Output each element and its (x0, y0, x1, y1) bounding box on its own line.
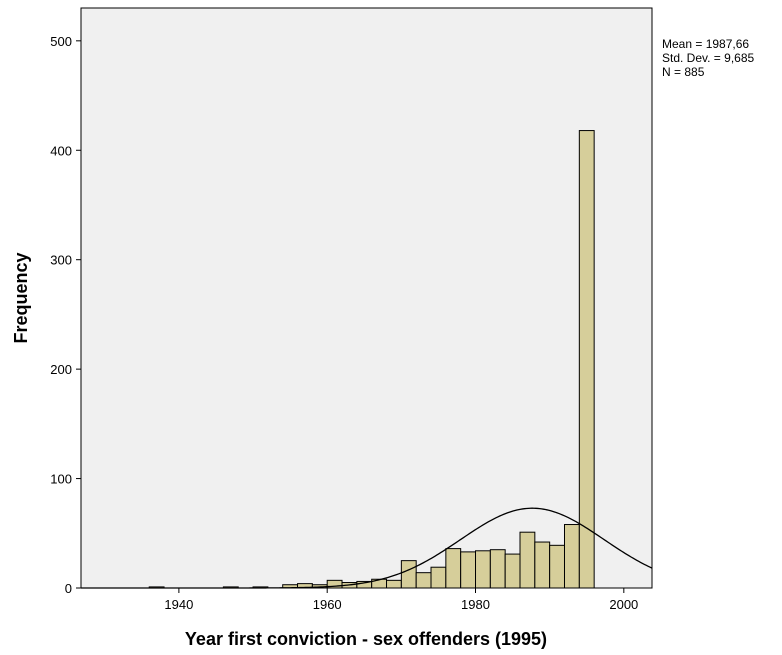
y-tick-label: 0 (65, 581, 72, 596)
x-tick-label: 1940 (164, 597, 193, 612)
plot-background (80, 7, 653, 589)
histogram-bar (415, 572, 432, 589)
stats-n: N = 885 (662, 65, 705, 79)
histogram-bars (148, 130, 595, 589)
histogram-bar (460, 551, 477, 589)
histogram-bar (549, 544, 565, 589)
histogram-bar (386, 579, 402, 589)
y-axis-title: Frequency (11, 252, 31, 343)
stats-box: Mean = 1987,66 Std. Dev. = 9,685 N = 885 (662, 37, 754, 79)
x-tick-label: 1980 (461, 597, 490, 612)
normal-curve (81, 507, 653, 589)
y-tick-label: 500 (50, 34, 72, 49)
histogram-bar (400, 560, 417, 589)
x-axis-title: Year first conviction - sex offenders (1… (185, 629, 547, 649)
histogram-bar (445, 548, 462, 589)
y-tick-label: 100 (50, 472, 72, 487)
x-tick-label: 1960 (313, 597, 342, 612)
y-tick-label: 300 (50, 253, 72, 268)
histogram-bar (563, 524, 580, 589)
y-axis: 0 100 200 300 400 500 (50, 34, 81, 596)
stats-mean: Mean = 1987,66 (662, 37, 749, 51)
histogram-bar (519, 531, 536, 589)
x-axis: 1940 1960 1980 2000 (164, 588, 638, 612)
histogram-bar (534, 541, 551, 589)
y-tick-label: 400 (50, 143, 72, 158)
y-tick-label: 200 (50, 362, 72, 377)
histogram-bar (578, 130, 595, 589)
histogram-bar (504, 553, 521, 589)
histogram-bar (430, 566, 447, 589)
stats-std-dev: Std. Dev. = 9,685 (662, 51, 754, 65)
histogram-bar (475, 550, 491, 589)
x-tick-label: 2000 (609, 597, 638, 612)
histogram-bar (489, 549, 506, 589)
